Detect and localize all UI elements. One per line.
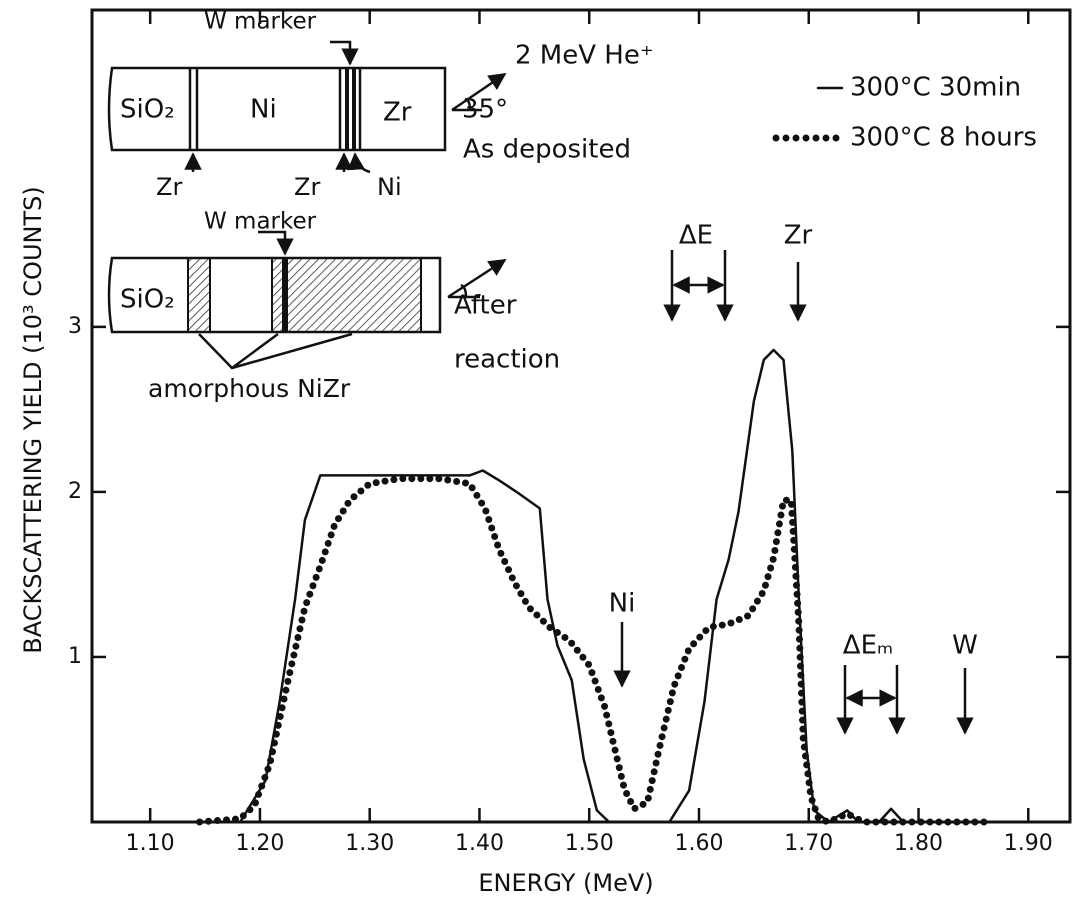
annotation: 35°	[462, 95, 508, 125]
series-line	[196, 475, 993, 826]
annotation: Zr	[784, 221, 813, 251]
annotation: W marker	[204, 209, 317, 235]
annotation: Ni	[377, 173, 402, 201]
annotation: As deposited	[463, 135, 631, 165]
annotation: W marker	[204, 9, 317, 35]
plot-frame	[90, 8, 1072, 824]
x-tick-label: 1.40	[455, 831, 504, 856]
energy-arrows	[613, 250, 974, 735]
annotation: Zr	[156, 173, 182, 201]
inset-after-reaction	[107, 230, 507, 370]
annotation: Zr	[294, 173, 320, 201]
annotation: After	[454, 291, 517, 321]
y-axis-label: BACKSCATTERING YIELD (10³ COUNTS)	[19, 186, 47, 653]
x-tick-label: 1.50	[565, 831, 614, 856]
legend-label: 300°C 8 hours	[850, 123, 1037, 153]
annotation: reaction	[454, 345, 560, 375]
annotation: Zr	[383, 98, 412, 128]
annotation: ΔEₘ	[843, 631, 893, 661]
annotation: Ni	[250, 95, 277, 125]
x-tick-label: 1.70	[784, 831, 833, 856]
x-tick-label: 1.10	[126, 831, 175, 856]
y-tick-label: 1	[68, 644, 82, 669]
annotation: Ni	[609, 589, 636, 619]
y-tick-label: 2	[68, 479, 82, 504]
annotation: W	[952, 631, 978, 661]
inset-as-deposited	[107, 40, 507, 174]
x-axis-label: ENERGY (MeV)	[478, 869, 653, 897]
y-tick-label: 3	[68, 314, 82, 339]
annotation: ΔE	[679, 221, 713, 251]
series-line	[90, 348, 986, 824]
x-tick-label: 1.90	[1004, 831, 1053, 856]
annotation: 2 MeV He⁺	[515, 41, 654, 71]
x-tick-label: 1.80	[894, 831, 943, 856]
x-tick-label: 1.30	[345, 831, 394, 856]
x-tick-label: 1.60	[675, 831, 724, 856]
annotation: SiO₂	[120, 285, 175, 315]
annotation: SiO₂	[120, 95, 175, 125]
annotation: amorphous NiZr	[148, 374, 351, 403]
legend-label: 300°C 30min	[850, 73, 1021, 103]
x-tick-label: 1.20	[235, 831, 284, 856]
